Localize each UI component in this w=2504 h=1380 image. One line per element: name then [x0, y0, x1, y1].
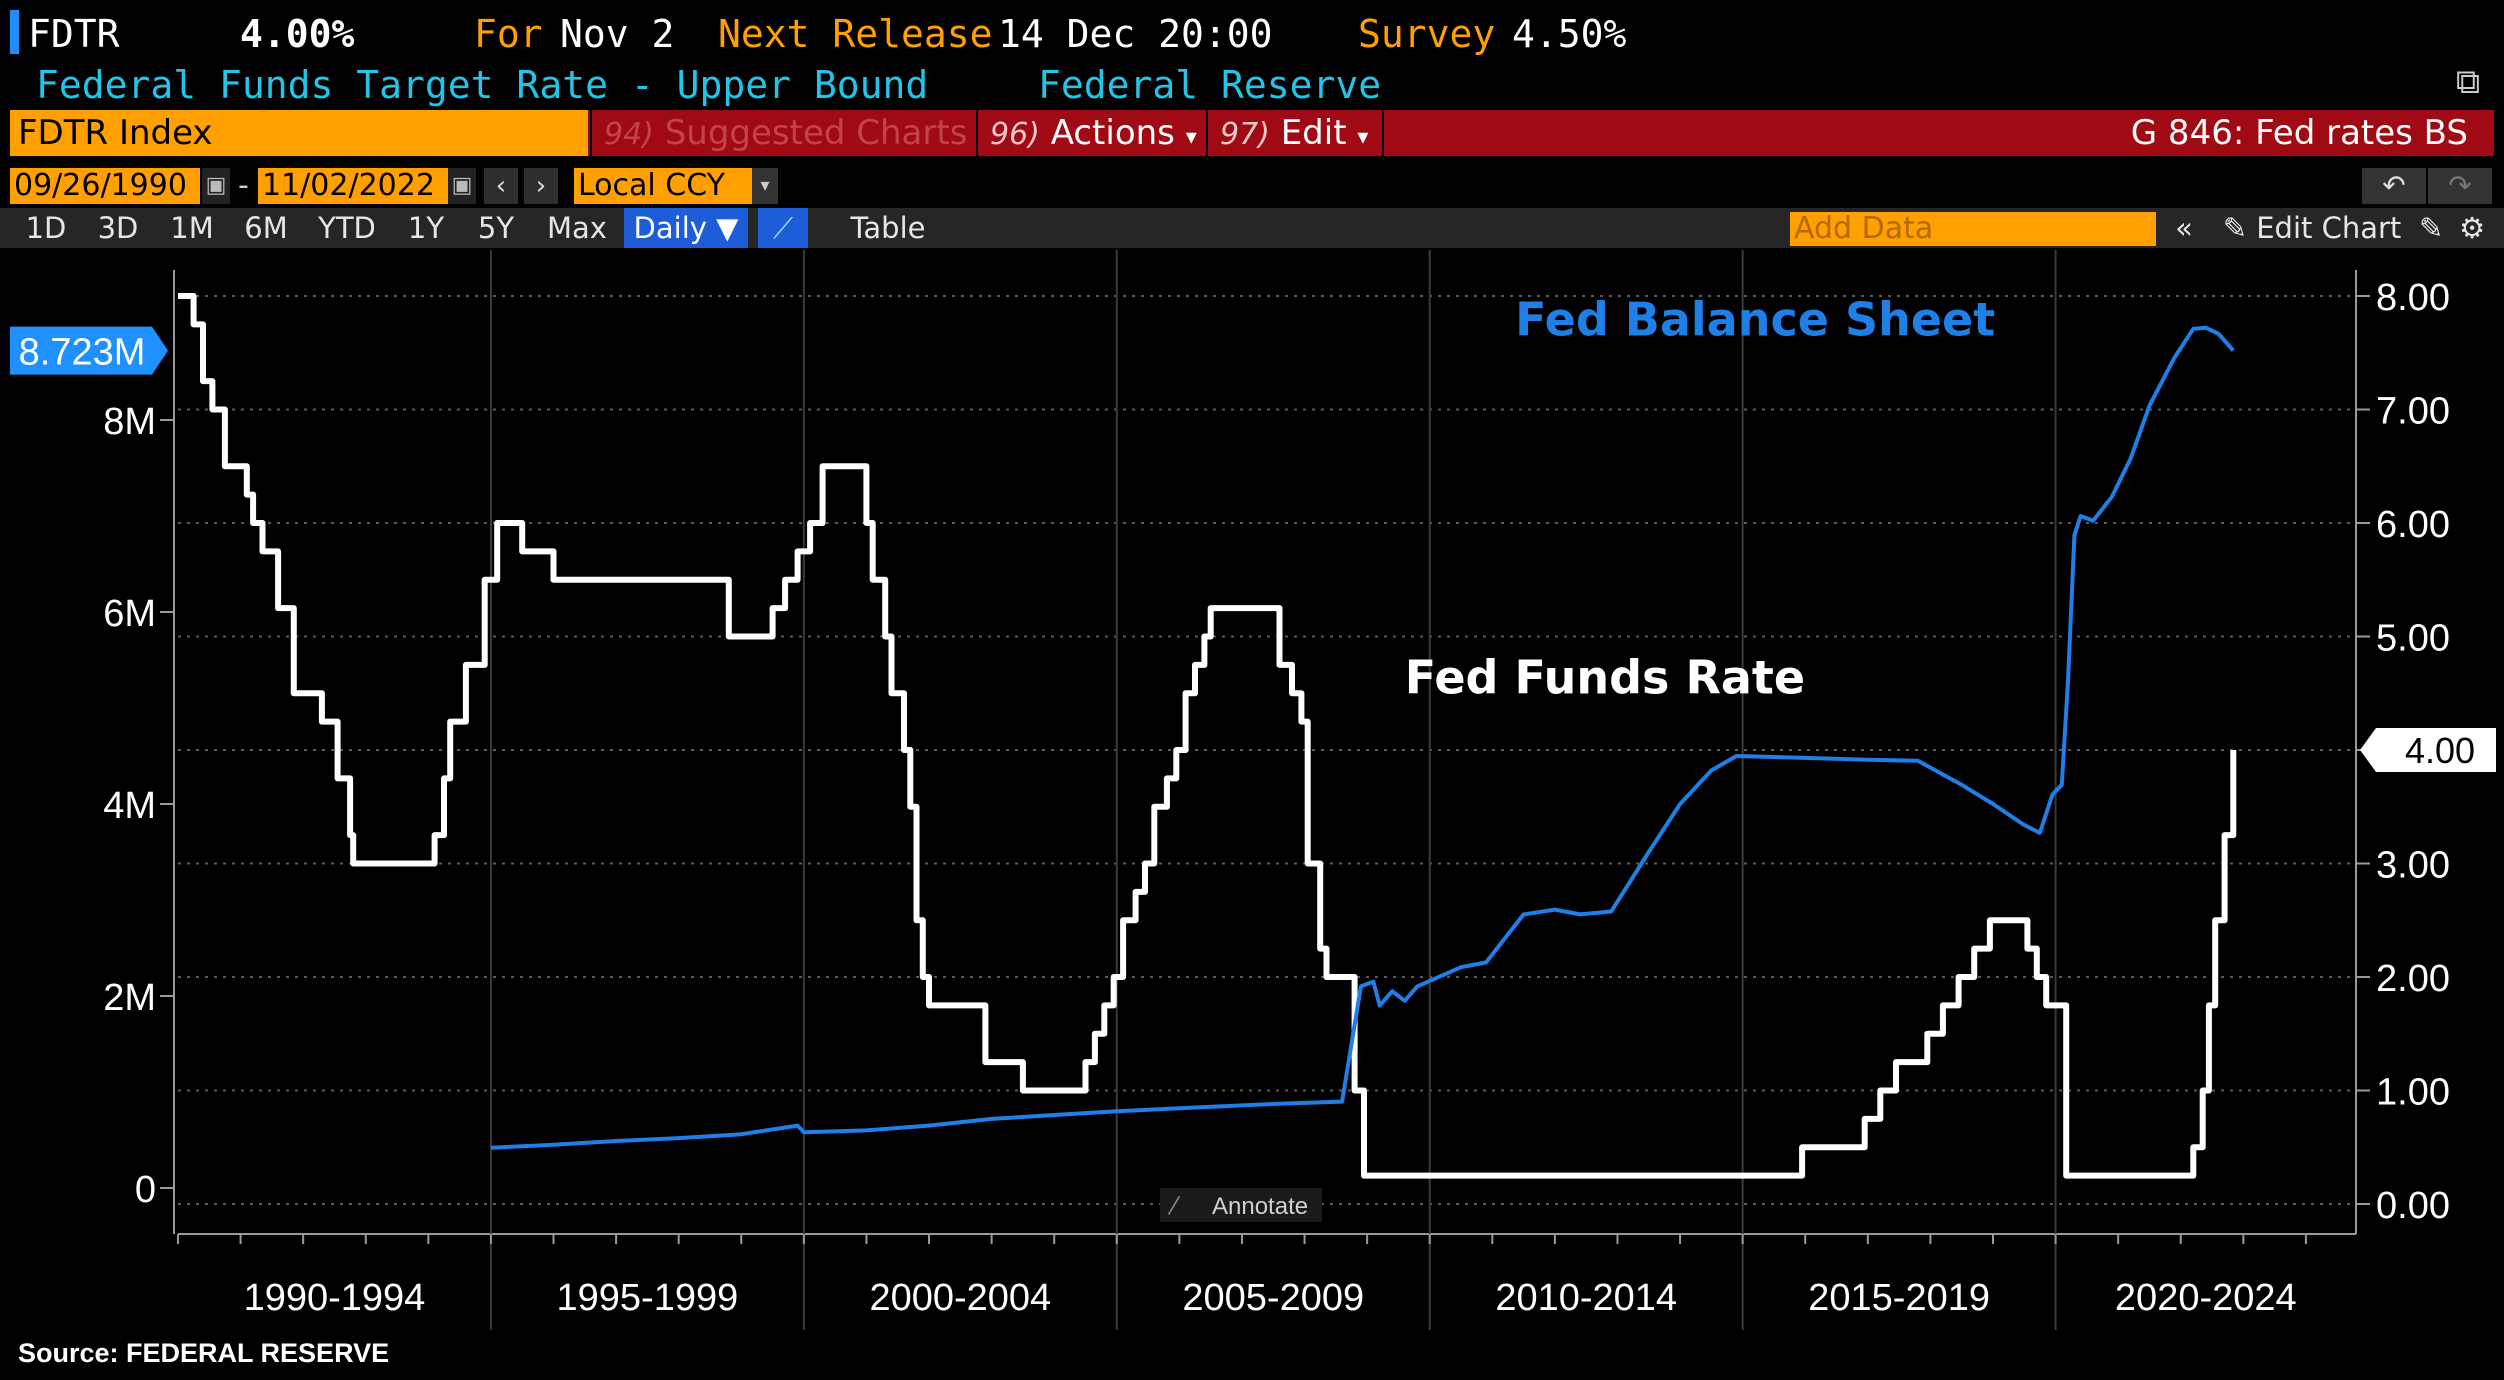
series-label: Fed Balance Sheet	[1515, 293, 1995, 347]
calendar-icon[interactable]: ▣	[202, 168, 230, 204]
line-chart-icon[interactable]: ⟋	[758, 208, 808, 248]
menu-number: 97)	[1220, 117, 1270, 152]
x-tick-label: 2020-2024	[2115, 1277, 2297, 1319]
chevron-down-icon[interactable]: ▾	[752, 168, 778, 204]
fed-funds-rate-line	[178, 293, 2237, 1179]
chart-id: G 846: Fed rates BS	[2130, 113, 2468, 153]
chart-settings-icon[interactable]: ✎	[2418, 211, 2444, 245]
period-3d[interactable]: 3D	[97, 211, 139, 245]
frequency-select[interactable]: Daily ▼	[624, 208, 748, 248]
command-bar: FDTR Index 94) Suggested Charts 96) Acti…	[10, 110, 2494, 156]
calendar-icon[interactable]: ▣	[448, 168, 476, 204]
period-5y[interactable]: 5Y	[477, 211, 515, 245]
survey-value: 4.50%	[1512, 12, 1627, 56]
ticker-color-marker	[10, 10, 19, 54]
left-last-value-badge	[10, 326, 168, 375]
edit-menu[interactable]: 97) Edit ▾	[1206, 110, 1380, 156]
left-tick-label: 2M	[103, 977, 156, 1019]
currency-select[interactable]: Local CCY	[574, 168, 774, 204]
gear-icon[interactable]: ⚙	[2459, 211, 2485, 245]
left-last-value: 8.723M	[19, 332, 146, 374]
x-tick-label: 2005-2009	[1182, 1277, 1364, 1319]
previous-period-button[interactable]: ‹	[484, 168, 518, 204]
period-1d[interactable]: 1D	[25, 211, 67, 245]
right-last-value-badge	[2360, 728, 2496, 772]
left-tick-label: 4M	[103, 785, 156, 827]
left-tick-label: 6M	[103, 593, 156, 635]
table-button[interactable]: Table	[850, 211, 926, 245]
menu-number: 96)	[990, 117, 1040, 152]
undo-button[interactable]: ↶	[2362, 168, 2426, 204]
right-last-value: 4.00	[2405, 730, 2475, 771]
x-tick-label: 1990-1994	[244, 1277, 426, 1319]
last-value: 4.00%	[240, 12, 355, 56]
right-tick-label: 0.00	[2376, 1185, 2450, 1227]
x-tick-label: 2000-2004	[869, 1277, 1051, 1319]
x-tick-label: 2010-2014	[1495, 1277, 1677, 1319]
actions-menu[interactable]: 96) Actions ▾	[976, 110, 1204, 156]
x-tick-label: 2015-2019	[1808, 1277, 1990, 1319]
fed-balance-sheet-line	[490, 325, 2235, 1150]
next-release-time: 14 Dec 20:00	[998, 12, 1273, 56]
security-input[interactable]: FDTR Index	[10, 110, 588, 156]
x-axis: 1990-1994 1995-1999 2000-2004 2005-2009 2010…	[177, 250, 2356, 1330]
next-release-label: Next Release	[718, 12, 993, 56]
period-1m[interactable]: 1M	[170, 211, 214, 245]
series-layer	[178, 293, 2237, 1179]
chevron-down-icon: ▾	[1357, 125, 1369, 150]
menu-label: Suggested Charts	[664, 113, 968, 153]
right-tick-label: 5.00	[2376, 618, 2450, 660]
survey-label: Survey	[1358, 12, 1496, 56]
left-tick-label: 8M	[103, 401, 156, 443]
right-tick-label: 7.00	[2376, 391, 2450, 433]
for-label: For	[474, 12, 543, 56]
period-max[interactable]: Max	[547, 211, 607, 245]
edit-chart-button[interactable]: ✎ Edit Chart	[2222, 211, 2402, 245]
redo-button[interactable]: ↷	[2428, 168, 2492, 204]
menu-divider	[1382, 110, 1384, 156]
suggested-charts-menu[interactable]: 94) Suggested Charts	[590, 110, 974, 156]
start-date-input[interactable]: 09/26/1990	[10, 168, 200, 204]
description-line: Federal Funds Target Rate - Upper Bound …	[0, 60, 2504, 110]
annotate-label: Annotate	[1212, 1193, 1308, 1220]
security-description: Federal Funds Target Rate - Upper Bound	[36, 63, 929, 107]
right-axis: 0.001.002.003.004.005.006.007.008.004.00	[2355, 270, 2496, 1234]
left-axis: 0 2M 4M 6M 8M 8.723M	[10, 270, 175, 1234]
x-tick-label: 1995-1999	[557, 1277, 739, 1319]
ticker[interactable]: FDTR	[28, 12, 120, 56]
add-data-input[interactable]: Add Data	[1790, 212, 2156, 246]
right-tick-label: 1.00	[2376, 1072, 2450, 1114]
right-tick-label: 8.00	[2376, 277, 2450, 319]
period-6m[interactable]: 6M	[244, 211, 288, 245]
collapse-icon[interactable]: «	[2175, 211, 2193, 245]
chart-toolbar: 1D 3D 1M 6M YTD 1Y 5Y Max Daily ▼ ⟋ Tabl…	[0, 208, 2504, 248]
gridlines	[178, 295, 2356, 1205]
date-range-row: 09/26/1990 ▣ - 11/02/2022 ▣ ‹ › Local CC…	[0, 168, 2504, 206]
pop-out-icon[interactable]: ⧉	[2455, 62, 2481, 102]
period-ytd[interactable]: YTD	[318, 211, 376, 245]
for-date: Nov 2	[560, 12, 675, 56]
chevron-down-icon: ▾	[1185, 125, 1197, 150]
annotate-button[interactable]: ⁄ Annotate	[1160, 1188, 1322, 1222]
series-label: Fed Funds Rate	[1405, 650, 1805, 704]
source-note: Source: FEDERAL RESERVE	[18, 1338, 390, 1368]
end-date-input[interactable]: 11/02/2022	[258, 168, 448, 204]
source-organization: Federal Reserve	[1038, 63, 1382, 107]
menu-label: Actions	[1050, 113, 1175, 153]
chart-canvas[interactable]: 1990-1994 1995-1999 2000-2004 2005-2009 2010…	[0, 250, 2504, 1330]
annotation-layer: Fed Balance Sheet Fed Funds Rate	[1405, 293, 1995, 705]
right-tick-label: 3.00	[2376, 845, 2450, 887]
quote-line: FDTR 4.00% For Nov 2 Next Release 14 Dec…	[0, 8, 2504, 60]
date-separator: -	[238, 168, 249, 203]
menu-label: Edit	[1280, 113, 1347, 153]
right-tick-label: 2.00	[2376, 958, 2450, 1000]
next-period-button[interactable]: ›	[524, 168, 558, 204]
right-tick-label: 6.00	[2376, 504, 2450, 546]
period-1y[interactable]: 1Y	[407, 211, 445, 245]
left-tick-label: 0	[135, 1169, 156, 1211]
menu-number: 94)	[604, 117, 654, 152]
